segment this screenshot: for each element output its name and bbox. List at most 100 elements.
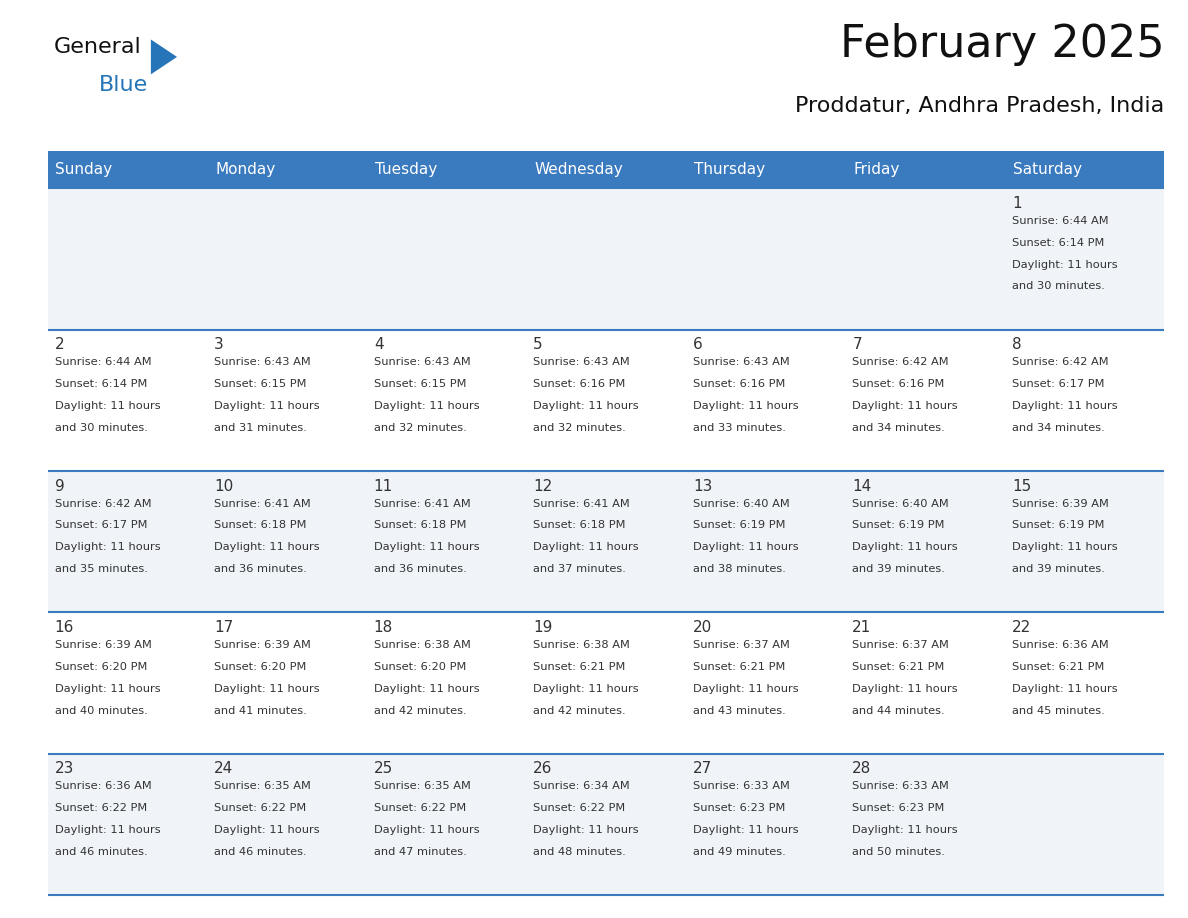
Bar: [845, 151, 1005, 188]
Text: Sunset: 6:16 PM: Sunset: 6:16 PM: [533, 379, 626, 389]
Text: Tuesday: Tuesday: [374, 162, 437, 177]
Text: Daylight: 11 hours: Daylight: 11 hours: [214, 543, 320, 553]
Text: Thursday: Thursday: [694, 162, 765, 177]
Text: Sunrise: 6:43 AM: Sunrise: 6:43 AM: [693, 357, 790, 367]
Bar: [367, 151, 526, 188]
Bar: [685, 151, 845, 188]
Text: Sunrise: 6:39 AM: Sunrise: 6:39 AM: [1012, 498, 1108, 509]
Text: and 39 minutes.: and 39 minutes.: [1012, 565, 1105, 575]
Text: Daylight: 11 hours: Daylight: 11 hours: [55, 543, 160, 553]
Text: and 33 minutes.: and 33 minutes.: [693, 423, 785, 433]
Text: Sunrise: 6:40 AM: Sunrise: 6:40 AM: [852, 498, 949, 509]
Text: Wednesday: Wednesday: [535, 162, 623, 177]
Text: and 42 minutes.: and 42 minutes.: [533, 706, 626, 716]
Text: Daylight: 11 hours: Daylight: 11 hours: [374, 825, 480, 835]
Text: and 50 minutes.: and 50 minutes.: [852, 847, 946, 857]
Text: and 40 minutes.: and 40 minutes.: [55, 706, 147, 716]
Text: and 43 minutes.: and 43 minutes.: [693, 706, 785, 716]
Text: and 42 minutes.: and 42 minutes.: [374, 706, 467, 716]
Text: 22: 22: [1012, 620, 1031, 635]
Text: Sunset: 6:23 PM: Sunset: 6:23 PM: [693, 803, 785, 813]
Text: Sunset: 6:18 PM: Sunset: 6:18 PM: [533, 521, 626, 531]
Text: 15: 15: [1012, 478, 1031, 494]
Text: Sunrise: 6:33 AM: Sunrise: 6:33 AM: [693, 781, 790, 791]
Text: Sunrise: 6:40 AM: Sunrise: 6:40 AM: [693, 498, 790, 509]
Text: Sunset: 6:21 PM: Sunset: 6:21 PM: [852, 662, 944, 672]
Text: Sunset: 6:17 PM: Sunset: 6:17 PM: [55, 521, 147, 531]
Text: Sunrise: 6:33 AM: Sunrise: 6:33 AM: [852, 781, 949, 791]
Text: Sunrise: 6:38 AM: Sunrise: 6:38 AM: [374, 640, 470, 650]
Text: Sunrise: 6:42 AM: Sunrise: 6:42 AM: [1012, 357, 1108, 367]
Text: and 30 minutes.: and 30 minutes.: [1012, 282, 1105, 292]
Text: 9: 9: [55, 478, 64, 494]
Text: 27: 27: [693, 761, 712, 777]
Text: Daylight: 11 hours: Daylight: 11 hours: [374, 543, 480, 553]
Text: Sunset: 6:22 PM: Sunset: 6:22 PM: [214, 803, 307, 813]
Text: 25: 25: [374, 761, 393, 777]
Text: 4: 4: [374, 337, 384, 353]
Text: and 32 minutes.: and 32 minutes.: [533, 423, 626, 433]
Text: Daylight: 11 hours: Daylight: 11 hours: [533, 401, 639, 411]
Text: and 32 minutes.: and 32 minutes.: [374, 423, 467, 433]
Text: and 49 minutes.: and 49 minutes.: [693, 847, 785, 857]
Text: and 39 minutes.: and 39 minutes.: [852, 565, 946, 575]
Text: 11: 11: [374, 478, 393, 494]
Text: Sunrise: 6:35 AM: Sunrise: 6:35 AM: [214, 781, 311, 791]
Text: Daylight: 11 hours: Daylight: 11 hours: [852, 543, 958, 553]
Text: Sunrise: 6:39 AM: Sunrise: 6:39 AM: [55, 640, 152, 650]
Bar: [48, 188, 1164, 330]
Text: and 45 minutes.: and 45 minutes.: [1012, 706, 1105, 716]
Text: Sunrise: 6:44 AM: Sunrise: 6:44 AM: [1012, 216, 1108, 226]
Text: 5: 5: [533, 337, 543, 353]
Text: 7: 7: [852, 337, 862, 353]
Text: Sunset: 6:15 PM: Sunset: 6:15 PM: [214, 379, 307, 389]
Text: 8: 8: [1012, 337, 1022, 353]
Text: Sunset: 6:22 PM: Sunset: 6:22 PM: [55, 803, 147, 813]
Text: Daylight: 11 hours: Daylight: 11 hours: [693, 684, 798, 694]
Text: Sunset: 6:18 PM: Sunset: 6:18 PM: [374, 521, 466, 531]
Text: Monday: Monday: [215, 162, 276, 177]
Text: Sunrise: 6:37 AM: Sunrise: 6:37 AM: [693, 640, 790, 650]
Text: and 34 minutes.: and 34 minutes.: [852, 423, 946, 433]
Text: 26: 26: [533, 761, 552, 777]
Text: 2: 2: [55, 337, 64, 353]
Text: Sunrise: 6:36 AM: Sunrise: 6:36 AM: [55, 781, 151, 791]
Text: Sunday: Sunday: [56, 162, 113, 177]
Bar: [48, 330, 1164, 471]
Text: February 2025: February 2025: [840, 23, 1164, 66]
Text: and 41 minutes.: and 41 minutes.: [214, 706, 307, 716]
Text: Sunrise: 6:42 AM: Sunrise: 6:42 AM: [55, 498, 151, 509]
Text: Daylight: 11 hours: Daylight: 11 hours: [1012, 543, 1118, 553]
Text: Sunset: 6:18 PM: Sunset: 6:18 PM: [214, 521, 307, 531]
Text: Daylight: 11 hours: Daylight: 11 hours: [55, 825, 160, 835]
Text: 13: 13: [693, 478, 712, 494]
Text: Sunrise: 6:36 AM: Sunrise: 6:36 AM: [1012, 640, 1108, 650]
Text: Daylight: 11 hours: Daylight: 11 hours: [1012, 260, 1118, 270]
Text: Sunset: 6:21 PM: Sunset: 6:21 PM: [693, 662, 785, 672]
Bar: [48, 612, 1164, 754]
Text: Sunset: 6:16 PM: Sunset: 6:16 PM: [693, 379, 785, 389]
Text: Sunrise: 6:41 AM: Sunrise: 6:41 AM: [374, 498, 470, 509]
Text: Daylight: 11 hours: Daylight: 11 hours: [55, 401, 160, 411]
Text: 17: 17: [214, 620, 234, 635]
Text: and 34 minutes.: and 34 minutes.: [1012, 423, 1105, 433]
Text: Sunset: 6:19 PM: Sunset: 6:19 PM: [693, 521, 785, 531]
Text: and 36 minutes.: and 36 minutes.: [214, 565, 307, 575]
Bar: [48, 471, 1164, 612]
Text: Sunrise: 6:44 AM: Sunrise: 6:44 AM: [55, 357, 151, 367]
Text: Sunset: 6:22 PM: Sunset: 6:22 PM: [533, 803, 626, 813]
Text: Sunrise: 6:41 AM: Sunrise: 6:41 AM: [214, 498, 311, 509]
Text: 19: 19: [533, 620, 552, 635]
Text: 12: 12: [533, 478, 552, 494]
Text: Sunset: 6:19 PM: Sunset: 6:19 PM: [852, 521, 944, 531]
Text: Daylight: 11 hours: Daylight: 11 hours: [533, 543, 639, 553]
Text: 20: 20: [693, 620, 712, 635]
Text: Sunrise: 6:41 AM: Sunrise: 6:41 AM: [533, 498, 630, 509]
Text: and 38 minutes.: and 38 minutes.: [693, 565, 785, 575]
Text: Sunset: 6:20 PM: Sunset: 6:20 PM: [374, 662, 466, 672]
Text: Sunrise: 6:43 AM: Sunrise: 6:43 AM: [374, 357, 470, 367]
Text: Friday: Friday: [853, 162, 899, 177]
Text: Sunset: 6:23 PM: Sunset: 6:23 PM: [852, 803, 944, 813]
Text: 1: 1: [1012, 196, 1022, 211]
Text: 24: 24: [214, 761, 234, 777]
